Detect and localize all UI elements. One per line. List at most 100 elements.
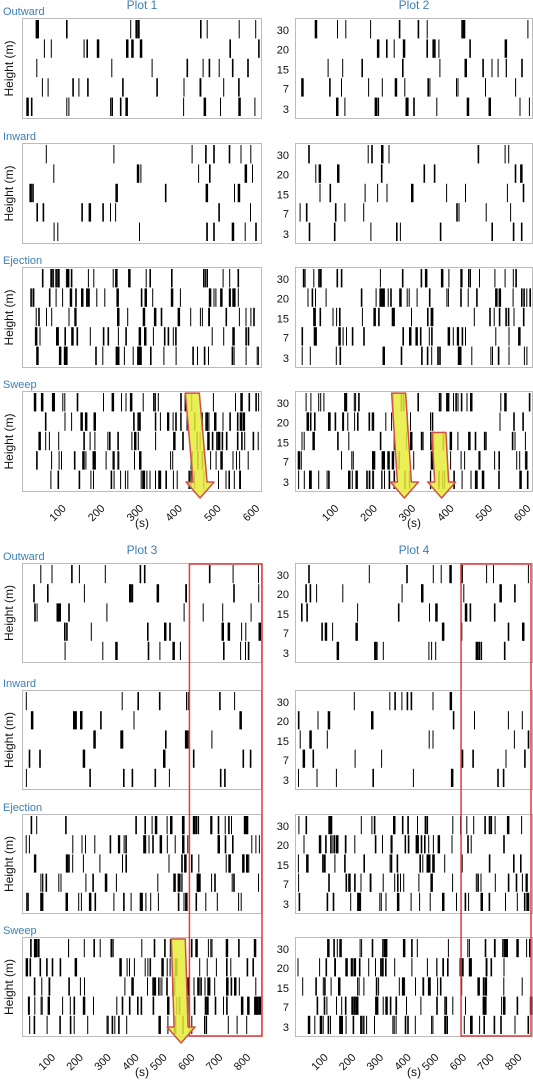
height-tick-label: 7 <box>283 879 289 891</box>
x-tick-label: 600 <box>241 503 262 524</box>
event-bar <box>57 222 59 241</box>
event-bar <box>204 269 206 288</box>
event-bar <box>256 996 259 1015</box>
event-bar <box>25 692 27 711</box>
height-tick-label: 7 <box>283 1002 289 1014</box>
event-bar <box>99 939 101 958</box>
event-bar <box>233 873 235 892</box>
event-bar <box>111 97 113 116</box>
x-tick-label: 800 <box>232 1052 253 1073</box>
event-bar <box>206 958 208 977</box>
event-bar <box>173 431 176 451</box>
event-bar <box>345 20 347 39</box>
event-bar <box>53 222 55 241</box>
event-bar <box>29 183 32 203</box>
event-bar <box>75 958 77 977</box>
event-bar <box>127 307 129 327</box>
event-bar <box>504 269 506 288</box>
event-bar <box>351 996 354 1015</box>
event-bar <box>297 958 299 977</box>
panel-outward <box>295 18 533 119</box>
event-bar <box>388 470 391 489</box>
event-bar <box>225 431 228 451</box>
panel-frame <box>295 690 533 790</box>
event-bar <box>208 288 212 307</box>
event-bar <box>204 996 207 1015</box>
event-bar <box>89 327 91 346</box>
event-bar <box>215 958 217 977</box>
event-bar <box>232 288 235 307</box>
event-bar <box>72 835 74 854</box>
event-bar <box>374 835 377 854</box>
event-bar <box>345 873 348 892</box>
event-bar <box>475 873 477 892</box>
event-bar <box>81 835 83 854</box>
event-bar <box>522 307 525 327</box>
event-bar <box>494 873 496 892</box>
event-bar <box>66 269 70 288</box>
event-bar <box>410 692 413 711</box>
event-bar <box>461 958 464 977</box>
event-bar <box>203 269 205 288</box>
event-bar <box>474 431 477 451</box>
event-bar <box>379 269 381 288</box>
event-bar <box>84 977 85 996</box>
event-bar <box>51 565 53 584</box>
event-bar <box>298 873 300 892</box>
event-bar <box>144 327 147 346</box>
event-bar <box>232 451 234 470</box>
event-bar <box>217 816 220 835</box>
event-bar <box>449 692 453 711</box>
event-bar <box>28 835 30 854</box>
event-bar <box>197 816 200 835</box>
event-bar <box>253 958 254 977</box>
event-bar <box>483 1015 485 1034</box>
event-bar <box>203 97 207 116</box>
height-tick-label: 15 <box>277 860 289 872</box>
event-bar <box>86 39 88 58</box>
event-bar <box>147 977 148 996</box>
height-tick-label: 30 <box>277 570 289 582</box>
event-bar <box>149 269 151 288</box>
event-bar <box>134 431 137 451</box>
event-bar <box>480 873 482 892</box>
event-bar <box>172 470 174 489</box>
event-bar <box>200 977 202 996</box>
event-bar <box>525 451 528 470</box>
event-bar <box>26 892 28 911</box>
event-bar <box>394 873 396 892</box>
event-bar <box>223 641 225 660</box>
event-bar <box>332 622 334 641</box>
event-bar <box>380 892 382 911</box>
event-bar <box>526 873 528 892</box>
event-bar <box>513 307 515 327</box>
event-bar <box>144 816 146 835</box>
event-bar <box>408 288 410 307</box>
event-bar <box>506 816 510 835</box>
event-bar <box>51 451 53 470</box>
event-bar <box>94 835 96 854</box>
event-bar <box>143 565 146 584</box>
event-bar <box>439 58 441 78</box>
event-bar <box>448 269 450 288</box>
height-tick-label: 15 <box>277 609 289 621</box>
event-bar <box>126 39 129 58</box>
event-bar <box>41 269 44 288</box>
event-bar <box>430 873 433 892</box>
event-bar <box>213 288 215 307</box>
event-bar <box>386 39 388 58</box>
event-bar <box>379 892 381 911</box>
event-bar <box>136 164 140 183</box>
event-bar <box>347 412 349 431</box>
event-bar <box>159 835 163 854</box>
event-bar <box>64 327 66 346</box>
event-bar <box>480 892 483 911</box>
event-bar <box>503 996 506 1015</box>
event-bar <box>93 939 95 958</box>
event-bar <box>452 816 454 835</box>
event-bar <box>423 164 426 183</box>
event-bar <box>406 996 407 1015</box>
event-bar <box>304 269 306 288</box>
event-bar <box>193 996 196 1015</box>
event-bar <box>87 78 89 97</box>
